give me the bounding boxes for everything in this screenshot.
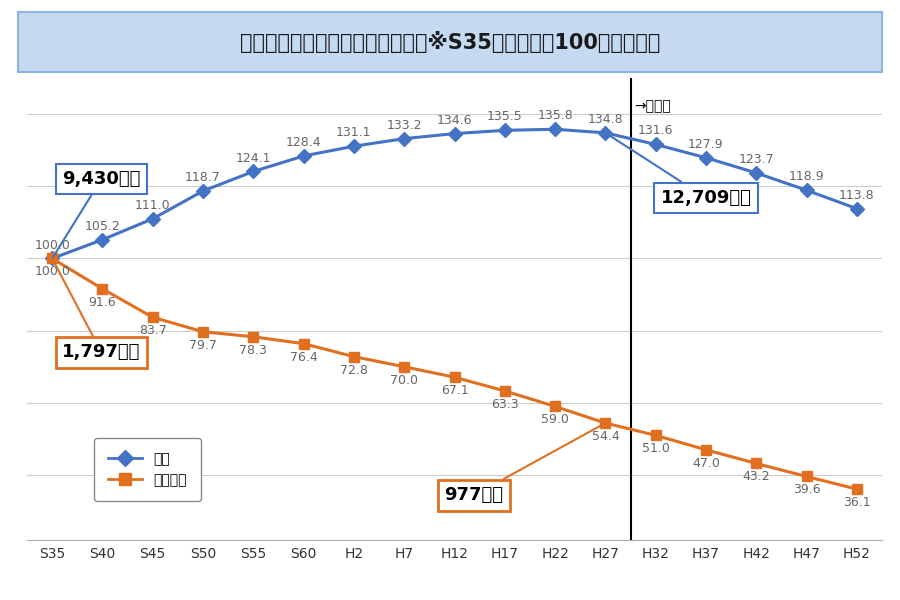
Text: 105.2: 105.2 [85, 220, 121, 233]
過疎地域 [198, 328, 209, 335]
過疎地域 [801, 473, 812, 480]
全国 [399, 135, 410, 142]
過疎地域 [148, 314, 158, 321]
Text: 118.7: 118.7 [185, 171, 220, 184]
過疎地域 [298, 340, 309, 347]
全国 [801, 187, 812, 194]
全国 [550, 125, 561, 133]
全国 [751, 169, 761, 176]
Text: 1,797万人: 1,797万人 [52, 259, 140, 361]
Text: 100.0: 100.0 [34, 265, 70, 278]
Legend: 全国, 過疎地域: 全国, 過疎地域 [94, 438, 201, 501]
全国 [348, 143, 359, 150]
全国 [651, 141, 661, 148]
過疎地域 [600, 419, 611, 427]
全国 [700, 154, 711, 161]
全国 [248, 168, 258, 175]
Text: 39.6: 39.6 [793, 484, 821, 496]
過疎地域 [248, 333, 258, 340]
全国 [500, 127, 510, 134]
過疎地域 [751, 460, 761, 467]
Text: 113.8: 113.8 [839, 189, 875, 202]
過疎地域 [851, 485, 862, 493]
過疎地域 [449, 374, 460, 381]
全国 [600, 129, 611, 136]
Text: 135.5: 135.5 [487, 110, 523, 124]
過疎地域 [47, 255, 58, 262]
過疎地域 [700, 446, 711, 454]
Text: 128.4: 128.4 [286, 136, 321, 149]
全国 [449, 130, 460, 137]
Text: 131.6: 131.6 [638, 124, 673, 137]
全国 [97, 236, 108, 244]
Text: 91.6: 91.6 [88, 296, 116, 309]
Line: 過疎地域: 過疎地域 [48, 254, 861, 494]
Text: 76.4: 76.4 [290, 350, 318, 364]
Text: 127.9: 127.9 [688, 138, 724, 151]
Text: 63.3: 63.3 [491, 398, 518, 411]
過疎地域 [651, 432, 661, 439]
過疎地域 [348, 353, 359, 360]
過疎地域 [97, 285, 108, 292]
Text: 47.0: 47.0 [692, 457, 720, 470]
Text: 977万人: 977万人 [445, 423, 606, 504]
Text: 100.0: 100.0 [34, 239, 70, 251]
Text: →推計値: →推計値 [634, 100, 671, 113]
Text: 36.1: 36.1 [843, 496, 870, 509]
Text: 59.0: 59.0 [541, 413, 569, 427]
過疎地域 [550, 403, 561, 410]
全国 [47, 255, 58, 262]
Text: 79.7: 79.7 [189, 338, 217, 352]
Text: 人口の推移（全国・過疎地域）　※S35年の人口を100とした場合: 人口の推移（全国・過疎地域） ※S35年の人口を100とした場合 [239, 31, 661, 53]
Text: 67.1: 67.1 [441, 384, 468, 397]
Text: 124.1: 124.1 [236, 152, 271, 164]
全国 [198, 187, 209, 194]
全国 [148, 215, 158, 223]
Line: 全国: 全国 [48, 124, 861, 263]
Text: 51.0: 51.0 [642, 442, 670, 455]
Text: 134.6: 134.6 [436, 113, 472, 127]
Text: 70.0: 70.0 [391, 374, 419, 386]
Text: 134.8: 134.8 [588, 113, 623, 126]
全国 [298, 152, 309, 160]
Text: 9,430万人: 9,430万人 [52, 170, 140, 259]
Text: 111.0: 111.0 [135, 199, 170, 212]
Text: 131.1: 131.1 [337, 126, 372, 139]
Text: 123.7: 123.7 [739, 153, 774, 166]
Text: 12,709万人: 12,709万人 [606, 133, 752, 207]
Text: 78.3: 78.3 [239, 344, 267, 357]
Text: 135.8: 135.8 [537, 109, 573, 122]
Text: 133.2: 133.2 [386, 119, 422, 131]
Text: 43.2: 43.2 [742, 470, 770, 484]
全国 [851, 205, 862, 212]
Text: 72.8: 72.8 [340, 364, 368, 377]
過疎地域 [399, 363, 410, 370]
Text: 118.9: 118.9 [788, 170, 824, 184]
Text: 54.4: 54.4 [591, 430, 619, 443]
Text: 83.7: 83.7 [139, 324, 166, 337]
過疎地域 [500, 388, 510, 395]
